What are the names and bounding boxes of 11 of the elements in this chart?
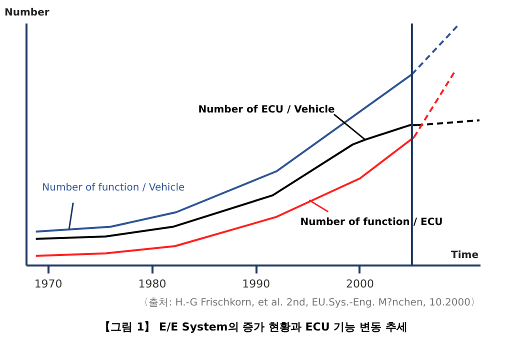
text: 【그림 1】 E/E System의 증가 현황과 ECU 기능 변동 추세 [100,320,408,334]
x-axis-title: Time [451,250,479,261]
annotation: Number of ECU / Vehicle [198,104,336,116]
x-tick-label: 1970 [34,278,62,290]
x-tick-label: 1990 [242,278,270,290]
x-tick-label: 2000 [346,278,374,290]
annotation: Number of function / Vehicle [42,182,185,194]
text: 〈출처: H.-G Frischkorn, et al. 2nd, EU.Sys.-Eng. M?nchen, 10.2000〉 [138,298,481,308]
x-tick-label: 1980 [138,278,166,290]
y-axis-title: Number [4,8,50,18]
annotation: Number of function / ECU [300,216,443,228]
